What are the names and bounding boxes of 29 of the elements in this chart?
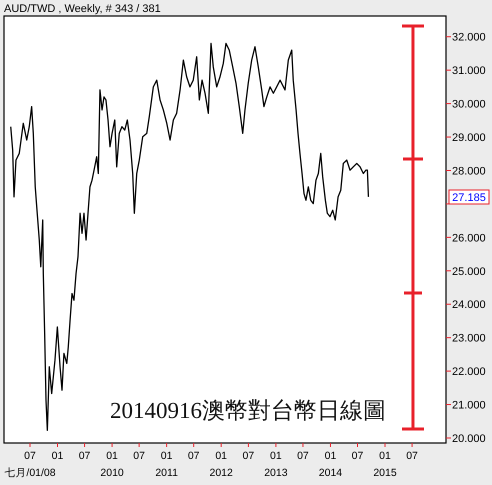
y-tick-label: 32.000 (452, 32, 486, 44)
x-tick-label: 07 (242, 450, 254, 462)
y-tick-label: 28.000 (452, 165, 486, 178)
chart-title: AUD/TWD , Weekly, # 343 / 381 (4, 3, 161, 15)
annotation: 20140916澳幣對台幣日線圖 (110, 398, 386, 423)
x-tick-label: 07 (133, 450, 146, 462)
y-tick-label: 25.000 (452, 266, 486, 278)
x-tick-label: 07 (352, 450, 364, 462)
x-tick-label: 01 2010 (100, 450, 124, 479)
x-tick-label: 01 (52, 450, 64, 462)
x-tick-label: 01 2011 (155, 450, 178, 479)
x-tick-label: 07 (188, 450, 200, 462)
x-tick-label: 01 2015 (373, 450, 397, 479)
y-tick-label: 26.000 (452, 232, 486, 244)
y-tick-label: 23.000 (452, 332, 486, 345)
x-tick-label: 07 (297, 450, 309, 462)
y-tick-label: 24.000 (452, 299, 486, 312)
y-tick-label: 20.000 (452, 432, 486, 445)
y-tick-label: 30.000 (452, 98, 486, 111)
x-tick-label: 01 2014 (318, 450, 342, 479)
y-tick-label: 21.000 (452, 400, 486, 412)
x-tick-label: 01 2012 (210, 450, 234, 479)
x-tick-label: 01 2013 (264, 450, 288, 479)
x-tick-label: 07 (406, 450, 418, 462)
text: 27.185 (452, 192, 486, 204)
y-tick-label: 31.000 (452, 65, 486, 78)
y-tick-label: 22.000 (452, 366, 486, 378)
y-tick-label: 29.000 (452, 132, 486, 144)
x-tick-label: 07 (78, 450, 91, 462)
